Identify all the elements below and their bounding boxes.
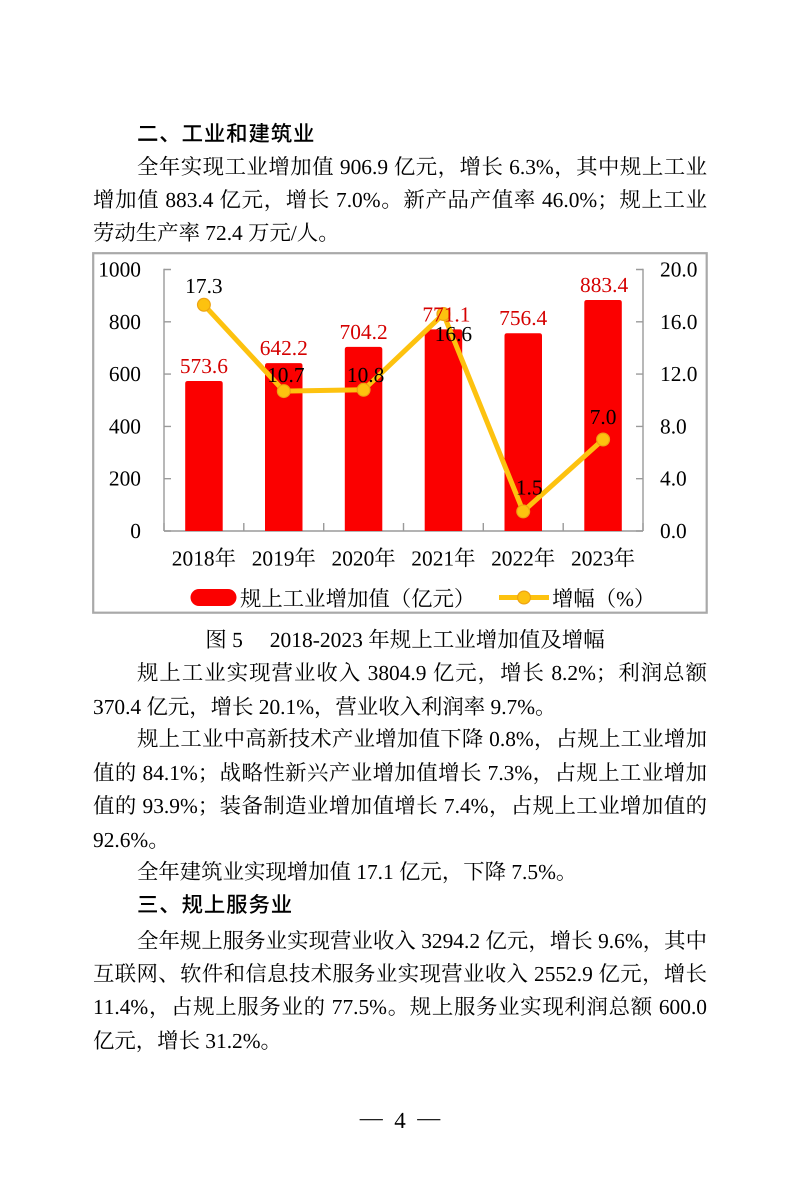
svg-text:0: 0 [130,519,141,543]
svg-text:573.6: 573.6 [180,354,228,378]
svg-text:200: 200 [109,467,141,491]
svg-text:12.0: 12.0 [660,362,697,386]
svg-text:4.0: 4.0 [660,467,687,491]
svg-text:600: 600 [109,362,141,386]
svg-text:8.0: 8.0 [660,414,687,438]
svg-text:1.5: 1.5 [516,475,543,499]
svg-text:10.7: 10.7 [267,363,305,387]
svg-text:771.1: 771.1 [422,302,470,326]
svg-text:规上工业增加值（亿元）: 规上工业增加值（亿元） [240,587,475,611]
svg-text:400: 400 [109,414,141,438]
svg-text:704.2: 704.2 [340,320,388,344]
svg-text:800: 800 [109,310,141,334]
svg-text:2019年: 2019年 [252,547,316,571]
svg-text:7.0: 7.0 [590,405,617,429]
svg-text:756.4: 756.4 [499,306,547,330]
svg-text:17.3: 17.3 [185,274,222,298]
svg-text:16.6: 16.6 [435,322,473,346]
svg-text:883.4: 883.4 [580,273,628,297]
svg-text:10.8: 10.8 [347,363,384,387]
svg-text:增幅（%）: 增幅（%） [552,587,655,611]
svg-text:2018年: 2018年 [172,547,236,571]
svg-text:642.2: 642.2 [260,336,308,360]
svg-text:2022年: 2022年 [491,547,555,571]
svg-text:20.0: 20.0 [660,258,697,282]
svg-text:1000: 1000 [98,258,141,282]
svg-text:16.0: 16.0 [660,310,697,334]
svg-text:2023年: 2023年 [571,547,635,571]
svg-text:0.0: 0.0 [660,519,687,543]
svg-text:2020年: 2020年 [332,547,396,571]
svg-text:2021年: 2021年 [411,547,475,571]
